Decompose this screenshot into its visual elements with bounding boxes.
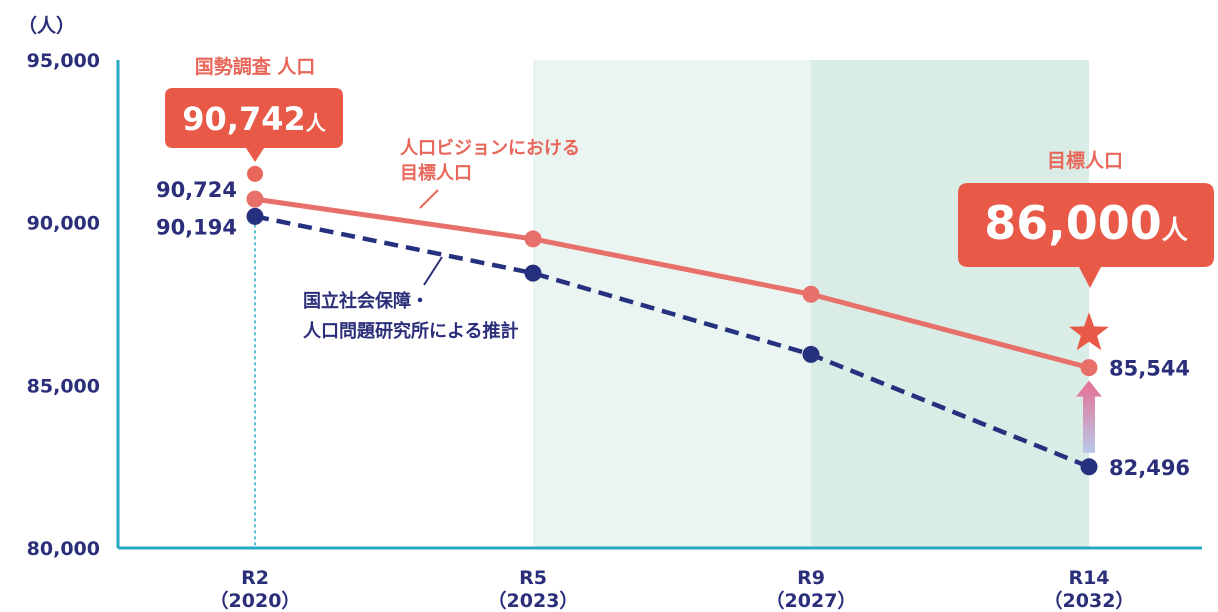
series-line-0 <box>254 196 1090 371</box>
shaded-band-0 <box>533 60 811 548</box>
x-tick-labels: R2（2020） R5（2023） R9（2027） R14（2032） <box>210 567 1135 612</box>
x-tick-year-label: （2023） <box>488 589 579 612</box>
target-series-leader-line <box>419 189 439 209</box>
census-callout-box <box>165 88 343 162</box>
y-tick-label: 90,000 <box>27 213 100 235</box>
census-number: 90,742 <box>182 100 305 138</box>
series-1: 90,194 82,496 <box>156 207 1190 480</box>
series-point <box>524 230 542 248</box>
y-tick-labels: 95,000 90,000 85,000 80,000 <box>27 50 100 560</box>
y-tick-label: 85,000 <box>27 375 100 397</box>
y-tick-label: 95,000 <box>27 50 100 72</box>
series-line-1 <box>254 214 1090 469</box>
estimate-series-name-line2: 人口問題研究所による推計 <box>303 320 518 342</box>
x-tick-era-label: R2 <box>241 567 269 589</box>
census-point <box>247 165 263 182</box>
target-title: 目標人口 <box>1047 149 1123 172</box>
x-tick-era-label: R5 <box>519 567 547 589</box>
data-label: 85,544 <box>1109 357 1190 381</box>
target-callout-box <box>958 183 1214 288</box>
x-tick-era-label: R9 <box>797 567 825 589</box>
census-title: 国勢調査 人口 <box>195 55 316 78</box>
census-unit: 人 <box>306 111 327 135</box>
shaded-bands <box>533 60 1089 548</box>
target-series-name-line1: 人口ビジョンにおける <box>400 138 580 159</box>
y-tick-label: 80,000 <box>27 538 100 560</box>
census-callout-text: 90,742人 <box>182 100 326 138</box>
x-tick-year-label: （2027） <box>766 589 857 612</box>
x-tick-year-label: （2032） <box>1044 589 1135 612</box>
data-label: 90,194 <box>156 215 237 239</box>
series-point <box>246 190 264 208</box>
target-callout-text: 86,000人 <box>984 196 1188 250</box>
target-unit: 人 <box>1162 216 1188 246</box>
x-tick-year-label: （2020） <box>210 589 301 612</box>
series-point <box>1080 359 1098 377</box>
target-series-name-line2: 目標人口 <box>400 162 472 184</box>
target-series-name: 人口ビジョンにおける 目標人口 <box>400 138 586 184</box>
series-point <box>246 207 264 225</box>
series-point <box>1080 458 1098 476</box>
series-0: 90,724 85,544 <box>156 178 1190 381</box>
target-star-icon <box>1069 312 1109 351</box>
series-point <box>802 345 820 363</box>
estimate-series-leader-line <box>423 256 443 286</box>
data-label: 90,724 <box>156 178 237 202</box>
y-axis-unit: （人） <box>18 14 75 37</box>
series-group: 90,724 85,544 90,194 82,496 <box>156 178 1190 480</box>
data-label: 82,496 <box>1109 456 1190 480</box>
series-point <box>802 285 820 303</box>
gap-up-arrow-icon <box>1076 380 1102 453</box>
target-number: 86,000 <box>984 196 1162 250</box>
estimate-series-name-line1: 国立社会保障・ <box>303 290 429 312</box>
estimate-series-name: 国立社会保障・ 人口問題研究所による推計 <box>303 290 518 342</box>
x-tick-era-label: R14 <box>1068 567 1109 589</box>
series-point <box>524 264 542 282</box>
